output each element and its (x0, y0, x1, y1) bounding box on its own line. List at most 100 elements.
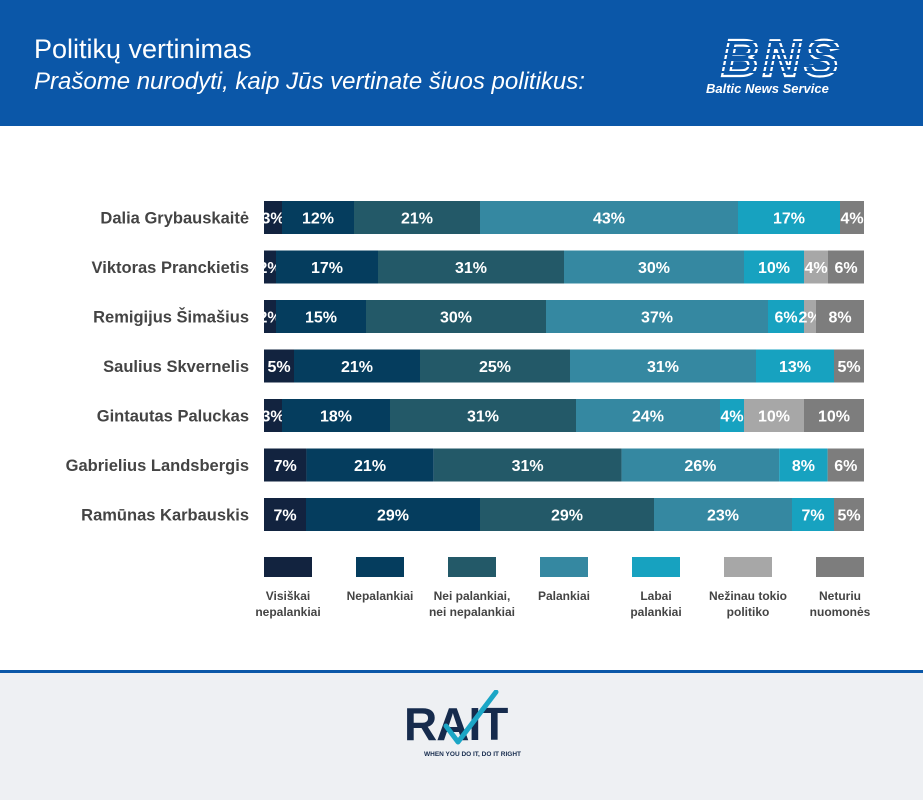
footer-divider (0, 670, 923, 673)
bns-caption: Baltic News Service (706, 81, 829, 96)
bar-segment (282, 399, 390, 432)
chart-title: Politikų vertinimas (34, 34, 252, 64)
data-label: 25% (479, 359, 511, 376)
bar-segment (744, 399, 804, 432)
data-label: 26% (684, 458, 716, 475)
data-label: 31% (467, 409, 499, 426)
bar-segment (840, 201, 864, 234)
rait-logo: RAIT WHEN YOU DO IT, DO IT RIGHT (404, 690, 521, 758)
category-label: Gabrielius Landsbergis (66, 457, 249, 475)
data-label: 7% (274, 458, 297, 475)
bar-segment (654, 498, 792, 531)
data-label: 2% (258, 310, 281, 327)
bar-segment (294, 349, 420, 383)
category-label: Gintautas Paluckas (97, 408, 249, 426)
stacked-bar-chart: Dalia Grybauskaitė 3% 12% 21% 43% 17% 4% Viktor… (66, 201, 871, 619)
bar-segment (282, 201, 354, 234)
bar-segment (564, 250, 744, 284)
data-label: 17% (773, 211, 805, 228)
bar-segment (834, 498, 864, 531)
data-label: 18% (320, 409, 352, 426)
legend-swatch (264, 557, 312, 577)
legend-label: nei nepalankiai (429, 605, 515, 619)
data-label: 37% (641, 310, 673, 327)
bar-segment (420, 349, 570, 383)
bar-segment (264, 300, 276, 333)
bar-segment (576, 399, 720, 432)
rait-check-icon (443, 690, 499, 745)
bar-segment (756, 349, 834, 383)
legend-label: nepalankiai (255, 605, 320, 619)
data-label: 5% (267, 359, 290, 376)
data-label: 23% (707, 508, 739, 525)
bar-segment (306, 448, 434, 482)
bar-segment (720, 399, 744, 432)
bar-segment (480, 498, 654, 531)
legend-swatch (816, 557, 864, 577)
legend-label: politiko (727, 605, 770, 619)
data-label: 2% (258, 260, 281, 277)
data-label: 5% (837, 508, 860, 525)
data-label: 10% (758, 260, 790, 277)
legend-label: Labai (640, 589, 671, 603)
bar-segment (744, 250, 804, 284)
legend-swatch (632, 557, 680, 577)
bar-segment (621, 448, 780, 482)
bar-segment (804, 250, 828, 284)
legend-swatch (448, 557, 496, 577)
bar-segment (264, 201, 282, 234)
bar-segment (546, 300, 768, 333)
bar-segment (264, 399, 282, 432)
bar-segment (792, 498, 834, 531)
legend-swatch (724, 557, 772, 577)
bar-segment (276, 300, 366, 333)
bar-segment (264, 250, 276, 284)
chart-subtitle: Prašome nurodyti, kaip Jūs vertinate šiu… (34, 68, 585, 95)
bar-segment (433, 448, 622, 482)
bar-segment (804, 399, 864, 432)
data-label: 31% (647, 359, 679, 376)
data-label: 5% (837, 359, 860, 376)
data-label: 21% (401, 211, 433, 228)
rait-tagline: WHEN YOU DO IT, DO IT RIGHT (424, 751, 521, 758)
data-label: 10% (758, 409, 790, 426)
data-label: 6% (834, 458, 857, 475)
data-label: 2% (798, 310, 821, 327)
bar-segment (264, 349, 294, 383)
data-label: 30% (440, 310, 472, 327)
data-label: 30% (638, 260, 670, 277)
data-label: 6% (774, 310, 797, 327)
category-label: Saulius Skvernelis (103, 358, 249, 376)
data-label: 6% (834, 260, 857, 277)
legend-label: Neturiu (819, 589, 861, 603)
category-label: Dalia Grybauskaitė (100, 210, 249, 228)
bar-segment (834, 349, 864, 383)
bar-segment (264, 448, 307, 482)
header-banner: Politikų vertinimas Prašome nurodyti, ka… (0, 0, 923, 126)
legend-label: palankiai (630, 605, 681, 619)
legend-label: Visiškai (266, 589, 310, 603)
data-label: 10% (818, 409, 850, 426)
bar-segment (276, 250, 378, 284)
data-label: 3% (261, 211, 284, 228)
bar-segment (816, 300, 864, 333)
data-label: 29% (551, 508, 583, 525)
bar-segment (306, 498, 480, 531)
category-label: Remigijus Šimašius (93, 308, 249, 327)
data-label: 12% (302, 211, 334, 228)
bar-segment (378, 250, 564, 284)
legend-label: Nežinau tokio (709, 589, 787, 603)
legend-label: Palankiai (538, 589, 590, 603)
bns-logo: BNS (698, 30, 868, 89)
data-label: 4% (840, 211, 863, 228)
bar-segment (264, 498, 306, 531)
data-label: 31% (455, 260, 487, 277)
bar-segment (828, 250, 864, 284)
data-label: 4% (720, 409, 743, 426)
data-label: 29% (377, 508, 409, 525)
legend-swatch (356, 557, 404, 577)
data-label: 15% (305, 310, 337, 327)
bar-segment (779, 448, 828, 482)
data-label: 3% (261, 409, 284, 426)
data-label: 4% (804, 260, 827, 277)
